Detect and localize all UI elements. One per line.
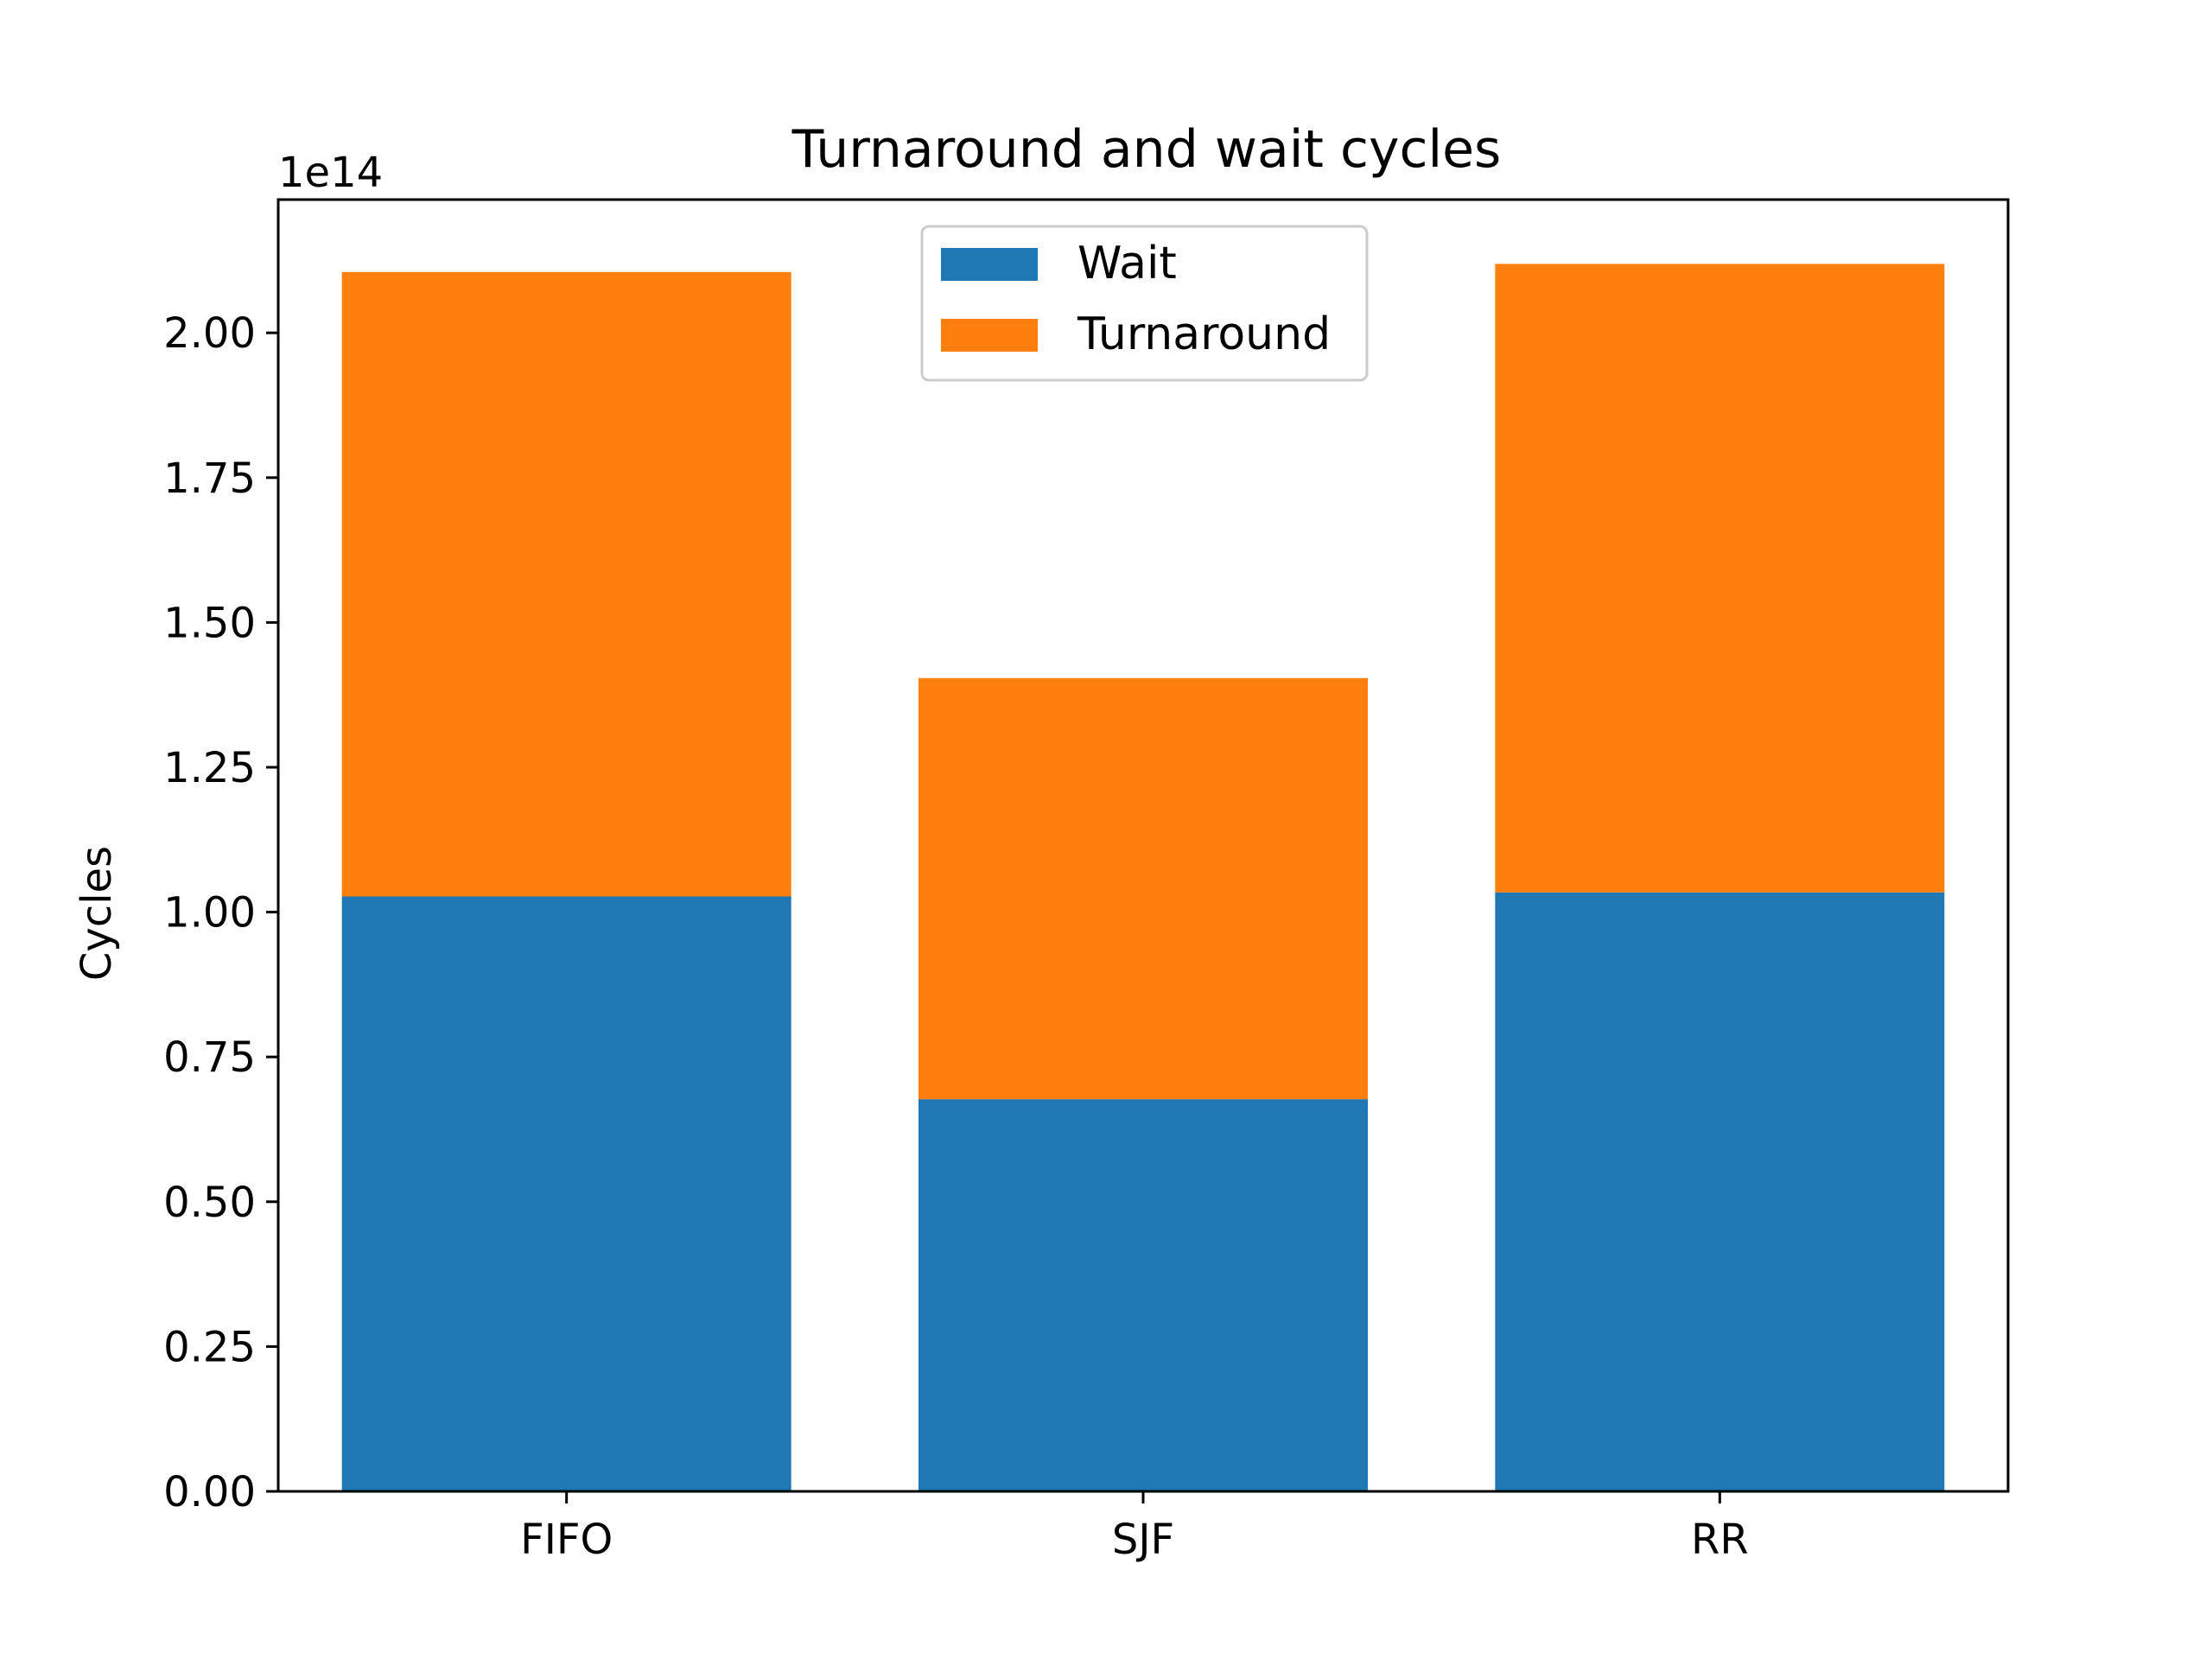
y-tick-label: 0.75 — [163, 1033, 256, 1082]
legend-swatch-wait — [941, 248, 1038, 281]
x-tick-label: FIFO — [520, 1516, 613, 1564]
y-ticks-group: 0.00 0.25 0.50 0.75 1.00 1.25 1.50 1.75 2.00 — [163, 309, 278, 1516]
bar-wait-sjf — [918, 1099, 1368, 1491]
y-tick-label: 1.75 — [163, 454, 256, 503]
plot-frame — [276, 198, 2010, 1493]
y-tick-label: 0.00 — [163, 1468, 256, 1516]
x-tick-label: SJF — [1112, 1516, 1174, 1564]
bar-wait-rr — [1495, 892, 1945, 1491]
y-axis-label: Cycles — [73, 846, 121, 981]
y-tick-label: 0.50 — [163, 1179, 256, 1227]
bar-turnaround-sjf — [918, 677, 1368, 1100]
x-ticks-group: FIFO SJF RR — [520, 1491, 1749, 1564]
bar-wait-fifo — [341, 896, 791, 1491]
legend-swatch-turnaround — [941, 319, 1038, 352]
bars-group — [341, 264, 1945, 1491]
bar-turnaround-fifo — [341, 271, 791, 897]
legend-label-turnaround: Turnaround — [1077, 308, 1331, 360]
chart-title: Turnaround and wait cycles — [791, 119, 1502, 180]
bar-turnaround-rr — [1495, 264, 1945, 893]
legend-label-wait: Wait — [1077, 238, 1177, 289]
y-tick-label: 2.00 — [163, 309, 256, 358]
y-tick-label: 1.00 — [163, 889, 256, 938]
y-offset-label: 1e14 — [278, 149, 383, 197]
y-tick-label: 1.25 — [163, 744, 256, 792]
x-tick-label: RR — [1691, 1516, 1749, 1564]
y-tick-label: 0.25 — [163, 1323, 256, 1371]
y-tick-label: 1.50 — [163, 599, 256, 647]
legend: Wait Turnaround — [920, 225, 1369, 382]
